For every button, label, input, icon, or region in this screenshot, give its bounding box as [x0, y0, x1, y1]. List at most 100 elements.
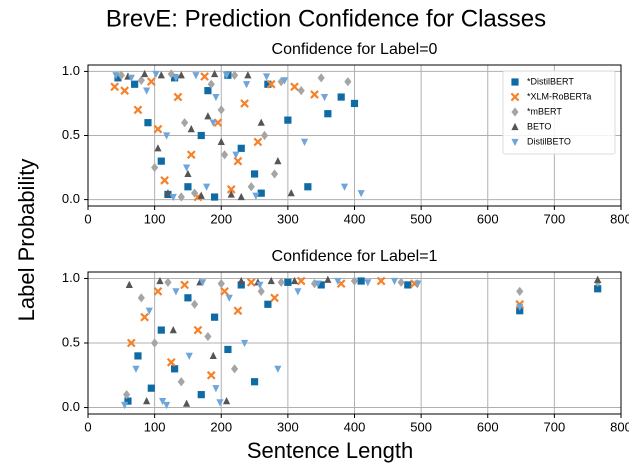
point	[237, 276, 245, 285]
x-tick-label: 600	[477, 211, 499, 226]
subplot-title: Confidence for Label=1	[272, 248, 438, 265]
point	[296, 276, 306, 286]
point	[516, 286, 524, 296]
point	[364, 279, 372, 287]
y-axis-label: Label Probability	[14, 159, 39, 322]
point	[143, 87, 151, 95]
point	[222, 396, 231, 405]
point	[193, 325, 203, 335]
point	[197, 191, 205, 199]
point	[166, 357, 176, 367]
point	[232, 151, 240, 159]
point	[224, 345, 232, 354]
axes-frame	[87, 64, 622, 207]
point	[110, 82, 120, 92]
point	[317, 281, 325, 289]
figure-title: BrevE: Prediction Confidence for Classes	[106, 5, 546, 32]
point	[126, 338, 136, 348]
point	[127, 74, 135, 82]
point	[304, 183, 312, 191]
point	[226, 184, 236, 194]
x-tick-label: 400	[344, 419, 366, 434]
point	[185, 352, 193, 361]
point	[257, 189, 265, 197]
point	[200, 72, 209, 81]
point	[197, 131, 205, 140]
legend-marker	[511, 122, 519, 131]
point	[145, 307, 153, 315]
point	[184, 169, 192, 178]
point	[414, 280, 422, 288]
point	[153, 286, 163, 296]
legend-label: *mBERT	[527, 106, 562, 116]
point	[157, 157, 165, 165]
point	[164, 189, 172, 197]
point	[274, 365, 282, 373]
point	[131, 80, 139, 88]
point	[197, 391, 205, 399]
legend-label: *DistilBERT	[527, 76, 574, 86]
point	[134, 352, 142, 360]
point	[310, 279, 319, 289]
point	[357, 277, 365, 285]
point	[247, 182, 255, 192]
x-tick-label: 600	[477, 419, 499, 434]
x-tick-label: 800	[610, 211, 629, 226]
point	[516, 303, 524, 311]
legend-marker	[510, 92, 520, 102]
point	[184, 183, 192, 191]
point	[121, 401, 129, 410]
point	[277, 77, 285, 87]
x-tick-label: 300	[277, 419, 299, 434]
point	[177, 71, 185, 79]
point	[207, 79, 215, 89]
legend-marker	[511, 107, 519, 117]
point	[344, 77, 352, 87]
point	[397, 277, 405, 287]
point	[117, 70, 125, 80]
point	[300, 138, 309, 147]
point	[147, 384, 155, 392]
point	[220, 150, 229, 160]
point	[297, 86, 305, 96]
legend-label: *XLM-RoBERTa	[527, 91, 591, 101]
point	[250, 378, 259, 386]
point	[202, 183, 211, 191]
point	[404, 281, 412, 289]
point	[222, 72, 231, 80]
point	[257, 286, 265, 296]
point	[284, 116, 292, 124]
point	[216, 399, 224, 407]
point	[270, 169, 279, 179]
point	[230, 70, 239, 80]
y-tick-label: 0.0	[62, 191, 80, 206]
point	[252, 192, 260, 200]
x-tick-label: 500	[410, 419, 432, 434]
point	[171, 365, 179, 373]
point	[237, 281, 245, 289]
point	[240, 99, 249, 108]
point	[242, 81, 251, 89]
point	[267, 276, 275, 285]
point	[192, 72, 200, 80]
subplot-title: Confidence for Label=0	[272, 41, 438, 58]
point	[114, 74, 122, 82]
y-tick-label: 0.0	[62, 399, 80, 414]
point	[169, 193, 177, 202]
point	[290, 82, 299, 92]
point	[314, 280, 322, 288]
x-tick-label: 200	[210, 419, 232, 434]
point	[132, 365, 140, 373]
x-tick-label: 800	[610, 419, 629, 434]
point	[141, 69, 149, 78]
point	[180, 280, 189, 290]
legend-label: BETO	[527, 121, 551, 131]
point	[140, 312, 150, 322]
point	[237, 144, 245, 152]
point	[287, 189, 295, 197]
point	[169, 325, 177, 334]
point	[186, 150, 196, 160]
point	[317, 73, 325, 83]
point	[233, 306, 243, 316]
